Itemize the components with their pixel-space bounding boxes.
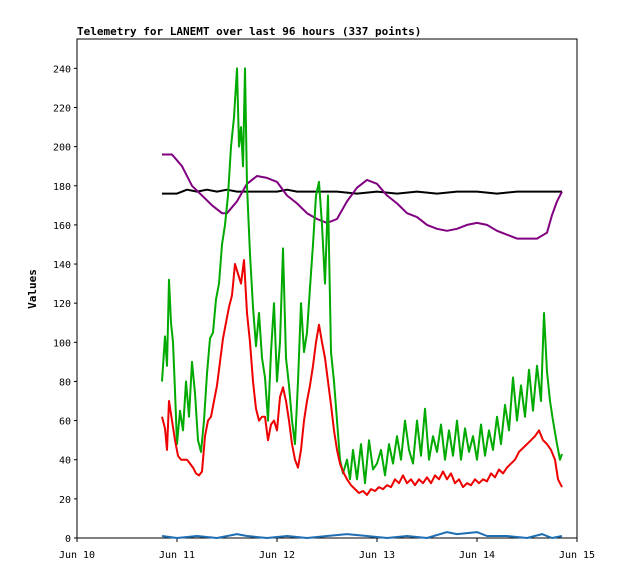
y-tick-label: 180 <box>53 182 71 193</box>
x-tick-label: Jun 13 <box>359 550 395 561</box>
y-tick-label: 40 <box>59 456 71 467</box>
x-tick-label: Jun 10 <box>59 550 95 561</box>
y-axis: 0 20 40 60 80 100 120 140 160 180 200 220 240 <box>53 64 77 545</box>
y-tick-label: 200 <box>53 143 71 154</box>
x-tick-label: Jun 12 <box>259 550 295 561</box>
x-axis: Jun 10 Jun 11 Jun 12 Jun 13 Jun 14 Jun 15 <box>59 538 595 561</box>
y-axis-label: Values <box>26 269 39 309</box>
series-line <box>161 67 563 485</box>
y-tick-label: 140 <box>53 260 71 271</box>
series-line <box>161 531 563 539</box>
plot-frame <box>76 38 578 539</box>
series-line <box>161 259 563 496</box>
x-tick-label: Jun 11 <box>159 550 195 561</box>
y-tick-label: 120 <box>53 299 71 310</box>
y-tick-label: 0 <box>65 534 71 545</box>
y-tick-label: 240 <box>53 64 71 75</box>
series-layer <box>161 67 563 539</box>
x-tick-label: Jun 14 <box>459 550 495 561</box>
y-tick-label: 60 <box>59 417 71 428</box>
y-tick-label: 220 <box>53 103 71 114</box>
y-tick-label: 20 <box>59 495 71 506</box>
series-line <box>162 188 562 195</box>
y-tick-label: 100 <box>53 338 71 349</box>
x-tick-label: Jun 15 <box>559 550 595 561</box>
y-tick-label: 80 <box>59 377 71 388</box>
y-tick-label: 160 <box>53 221 71 232</box>
chart-title: Telemetry for LANEMT over last 96 hours … <box>77 25 421 38</box>
